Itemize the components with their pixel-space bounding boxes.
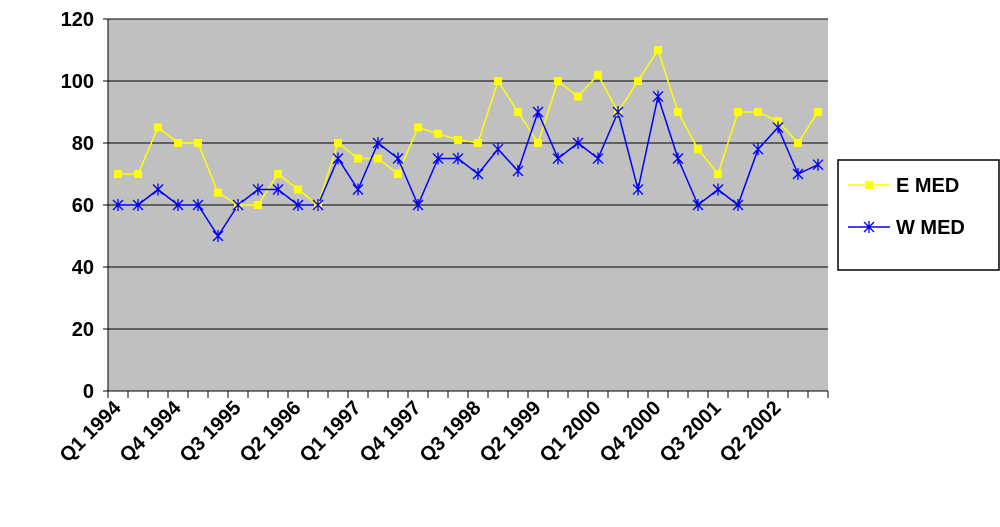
marker <box>274 170 282 178</box>
x-tick-label: Q4 1997 <box>356 397 426 467</box>
y-tick-label: 40 <box>72 257 94 279</box>
y-tick-label: 60 <box>72 195 94 217</box>
marker <box>312 199 324 211</box>
marker <box>632 183 644 196</box>
marker <box>194 139 202 147</box>
marker <box>494 77 502 85</box>
x-tick-label: Q3 2001 <box>656 397 726 467</box>
marker <box>352 183 364 196</box>
marker <box>372 137 384 149</box>
marker <box>134 170 142 178</box>
x-tick-label: Q4 2000 <box>596 397 666 467</box>
marker <box>174 139 182 147</box>
legend-marker <box>865 181 873 189</box>
marker <box>154 123 162 132</box>
marker <box>514 108 522 116</box>
marker <box>774 117 782 126</box>
x-tick-label: Q2 2002 <box>716 397 786 467</box>
x-tick-label: Q1 1997 <box>296 397 366 467</box>
marker <box>652 90 664 103</box>
x-tick-label: Q1 2000 <box>536 397 606 467</box>
marker <box>214 188 222 197</box>
marker <box>792 168 804 180</box>
marker <box>272 183 284 196</box>
marker <box>794 139 802 147</box>
marker <box>394 170 402 178</box>
marker <box>354 154 362 163</box>
marker <box>374 154 382 163</box>
marker <box>232 199 244 211</box>
x-tick-label: Q3 1998 <box>416 397 486 467</box>
marker <box>592 152 604 165</box>
marker <box>414 123 422 132</box>
marker <box>754 108 762 116</box>
marker <box>192 199 204 211</box>
marker <box>694 145 702 154</box>
marker <box>212 230 224 242</box>
marker <box>152 183 164 196</box>
x-tick-label: Q2 1996 <box>236 397 306 467</box>
x-tick-label: Q1 1994 <box>56 396 126 466</box>
x-tick-label: Q4 1994 <box>116 396 186 466</box>
marker <box>292 199 304 211</box>
y-tick-label: 100 <box>61 71 94 93</box>
marker <box>172 199 184 211</box>
marker <box>334 139 342 147</box>
marker <box>554 77 562 85</box>
marker <box>132 199 144 211</box>
marker <box>594 70 602 79</box>
marker <box>574 92 582 101</box>
marker <box>112 199 124 211</box>
marker <box>654 46 662 54</box>
marker <box>392 152 404 165</box>
marker <box>474 139 482 147</box>
marker <box>294 185 302 194</box>
legend-label: W MED <box>896 217 965 239</box>
legend <box>837 159 1000 271</box>
marker <box>674 108 682 116</box>
marker <box>434 129 442 138</box>
marker <box>332 152 344 165</box>
marker <box>812 158 824 171</box>
marker <box>814 108 822 116</box>
marker <box>552 152 564 165</box>
marker <box>772 121 784 134</box>
y-tick-label: 120 <box>61 9 94 31</box>
x-tick-label: Q3 1995 <box>176 397 246 467</box>
y-tick-label: 80 <box>72 133 94 155</box>
marker <box>712 183 724 196</box>
legend-label: E MED <box>896 175 959 197</box>
marker <box>452 152 464 165</box>
marker <box>432 152 444 165</box>
marker <box>732 199 744 211</box>
marker <box>692 199 704 211</box>
marker <box>254 201 262 209</box>
marker <box>672 152 684 165</box>
marker <box>714 170 722 178</box>
marker <box>114 170 122 178</box>
marker <box>492 143 504 156</box>
marker <box>634 77 642 85</box>
marker <box>734 108 742 116</box>
marker <box>752 143 764 156</box>
marker <box>612 106 624 118</box>
legend-marker <box>863 221 875 233</box>
marker <box>252 183 264 196</box>
marker <box>534 139 542 147</box>
marker <box>512 164 524 177</box>
y-tick-label: 0 <box>83 381 94 403</box>
x-tick-label: Q2 1999 <box>476 397 546 467</box>
y-tick-label: 20 <box>72 319 94 341</box>
marker <box>572 137 584 149</box>
marker <box>532 106 544 118</box>
marker <box>472 168 484 180</box>
marker <box>412 199 424 211</box>
marker <box>454 135 462 144</box>
